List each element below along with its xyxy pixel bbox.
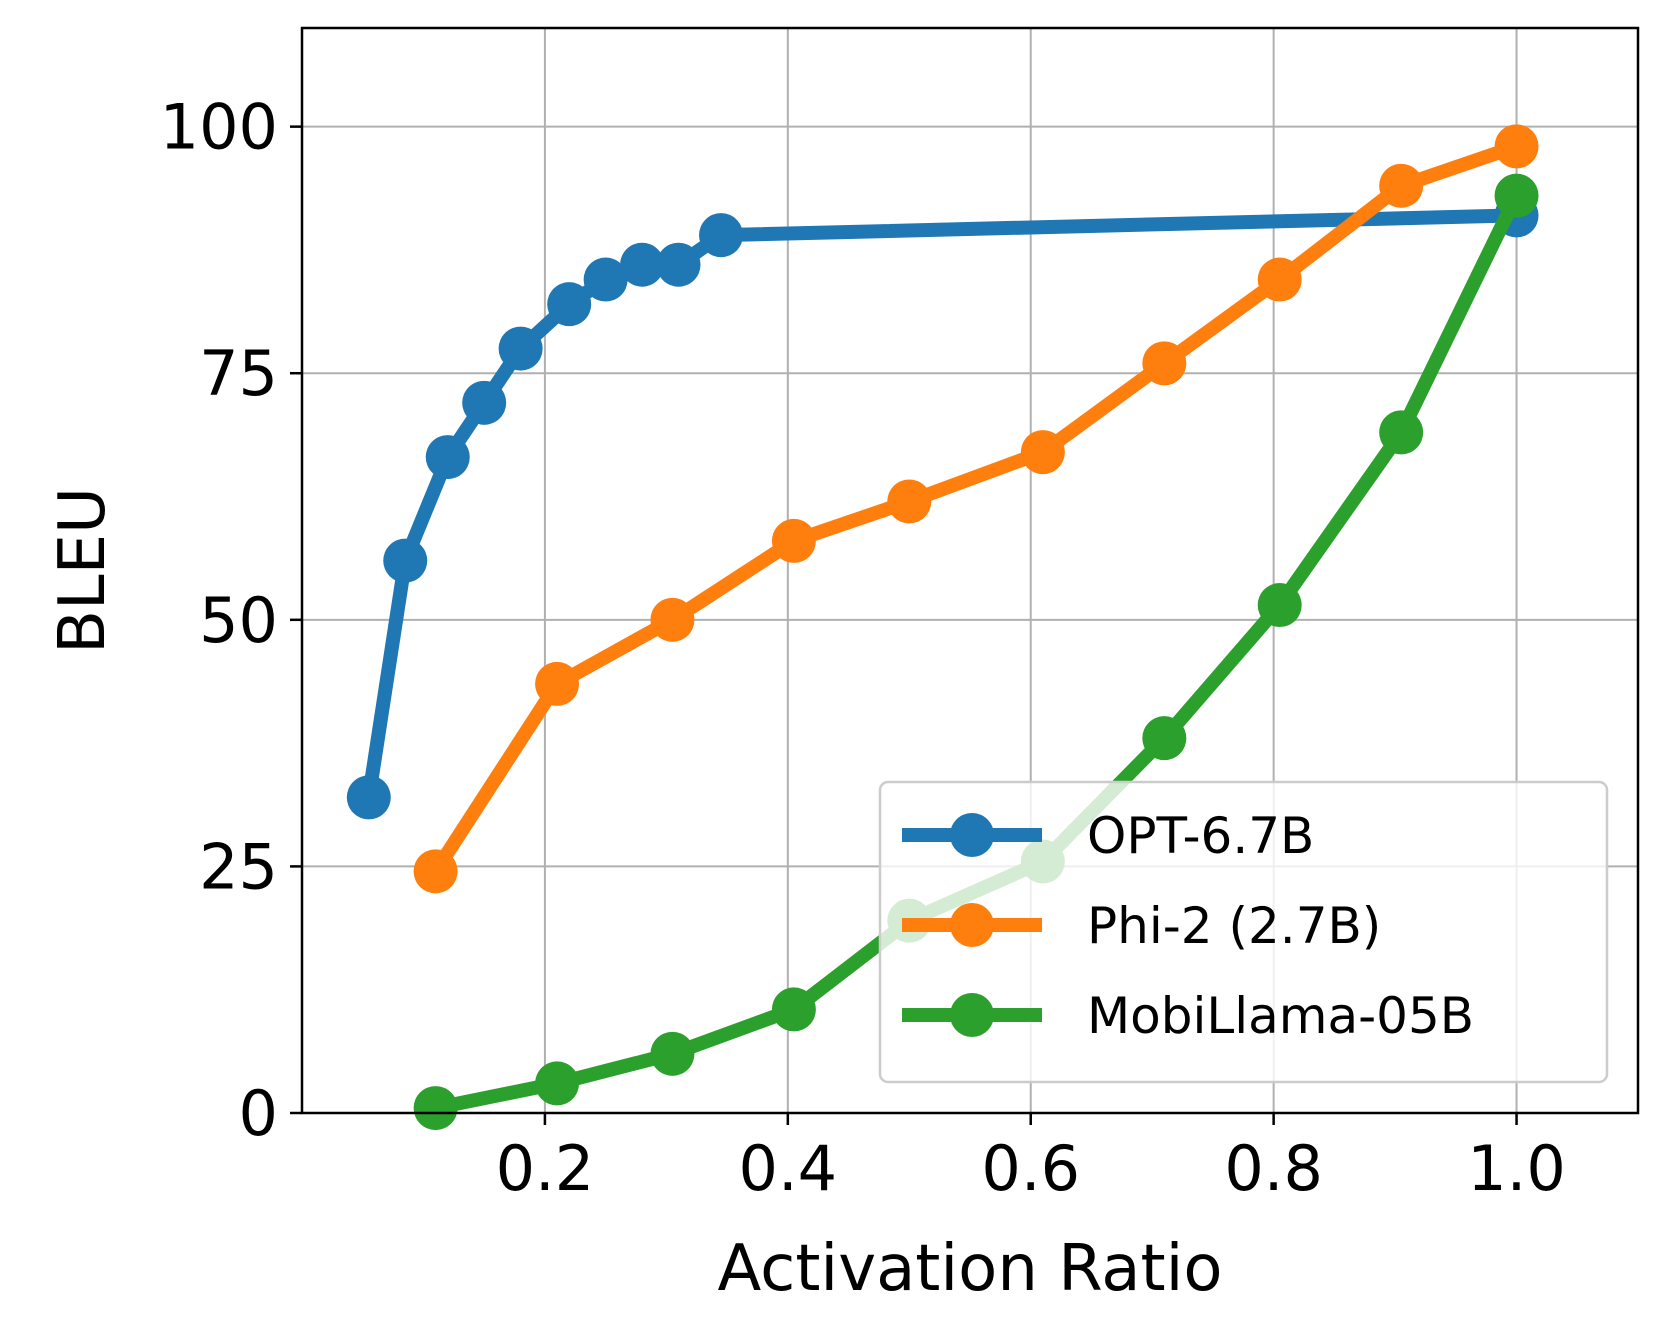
- y-tick-label: 50: [199, 584, 278, 657]
- x-axis-title: Activation Ratio: [717, 1232, 1222, 1306]
- legend-entry: Phi-2 (2.7B): [902, 897, 1381, 955]
- x-tick-label: 0.8: [1224, 1132, 1323, 1205]
- data-point: [650, 1031, 695, 1076]
- data-point: [656, 242, 701, 287]
- data-point: [413, 849, 458, 894]
- data-point: [650, 597, 695, 642]
- data-point: [583, 257, 628, 302]
- ticks: 0.2 0.4 0.6 0.8 1.0 0 25 50 75 100: [160, 91, 1566, 1205]
- data-point: [1020, 430, 1065, 475]
- data-point: [425, 435, 470, 480]
- y-tick-label: 25: [199, 830, 278, 903]
- x-tick-label: 0.2: [496, 1132, 595, 1205]
- y-tick-label: 0: [239, 1077, 278, 1150]
- data-point: [535, 661, 580, 706]
- data-point: [1257, 257, 1302, 302]
- data-point: [498, 326, 543, 371]
- legend-label: MobiLlama-05B: [1087, 987, 1474, 1045]
- legend-label: Phi-2 (2.7B): [1087, 897, 1381, 955]
- x-tick-label: 1.0: [1467, 1132, 1566, 1205]
- data-point: [1142, 341, 1187, 386]
- data-point: [771, 987, 816, 1032]
- data-point: [1379, 410, 1424, 455]
- series-2: [413, 124, 1539, 894]
- data-point: [620, 242, 665, 287]
- data-point: [535, 1061, 580, 1106]
- legend-marker: [950, 903, 994, 947]
- legend-marker: [950, 813, 994, 857]
- y-tick-label: 100: [160, 91, 278, 164]
- data-point: [699, 213, 744, 258]
- data-point: [1379, 163, 1424, 208]
- legend-box: [878, 780, 1609, 1084]
- legend-label: OPT-6.7B: [1087, 807, 1314, 865]
- data-point: [462, 380, 507, 425]
- data-point: [547, 282, 592, 327]
- series-line: [429, 139, 1519, 876]
- plot-frame: [300, 26, 1640, 1115]
- data-point: [1494, 124, 1539, 169]
- y-tick-label: 75: [199, 337, 278, 410]
- legend: OPT-6.7B Phi-2 (2.7B) MobiLlama-05B: [878, 780, 1609, 1084]
- x-tick-label: 0.4: [739, 1132, 838, 1205]
- y-axis-title: BLEU: [46, 487, 120, 654]
- series-1: [346, 193, 1539, 820]
- data-point: [887, 479, 932, 524]
- data-point: [413, 1086, 458, 1131]
- data-point: [1142, 716, 1187, 761]
- legend-entry: OPT-6.7B: [902, 807, 1314, 865]
- data-point: [383, 538, 428, 583]
- legend-marker: [950, 993, 994, 1037]
- legend-entry: MobiLlama-05B: [902, 987, 1474, 1045]
- data-point: [346, 775, 391, 820]
- x-tick-label: 0.6: [981, 1132, 1080, 1205]
- data-point: [1494, 173, 1539, 218]
- data-point: [771, 518, 816, 563]
- data-point: [1257, 583, 1302, 628]
